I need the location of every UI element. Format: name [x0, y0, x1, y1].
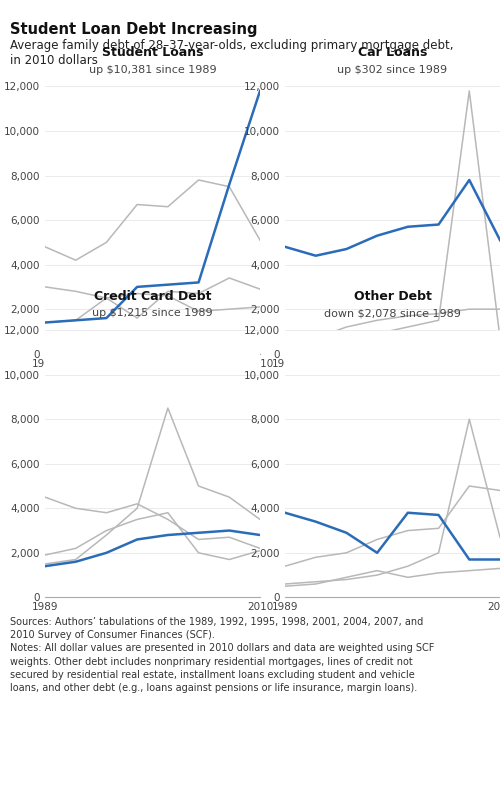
Text: Student Loan Debt Increasing: Student Loan Debt Increasing	[10, 22, 258, 37]
Text: up $302 since 1989: up $302 since 1989	[338, 64, 448, 75]
Text: Average family debt of 28–37-year-olds, excluding primary mortgage debt,
in 2010: Average family debt of 28–37-year-olds, …	[10, 39, 454, 68]
Text: up $1,215 since 1989: up $1,215 since 1989	[92, 308, 213, 318]
Text: Credit Card Debt: Credit Card Debt	[94, 289, 211, 303]
Text: Sources: Authors’ tabulations of the 1989, 1992, 1995, 1998, 2001, 2004, 2007, a: Sources: Authors’ tabulations of the 198…	[10, 617, 434, 693]
Text: up $10,381 since 1989: up $10,381 since 1989	[88, 64, 216, 75]
Text: Other Debt: Other Debt	[354, 289, 432, 303]
Text: Student Loans: Student Loans	[102, 46, 203, 59]
Text: down $2,078 since 1989: down $2,078 since 1989	[324, 308, 461, 318]
Text: Car Loans: Car Loans	[358, 46, 427, 59]
